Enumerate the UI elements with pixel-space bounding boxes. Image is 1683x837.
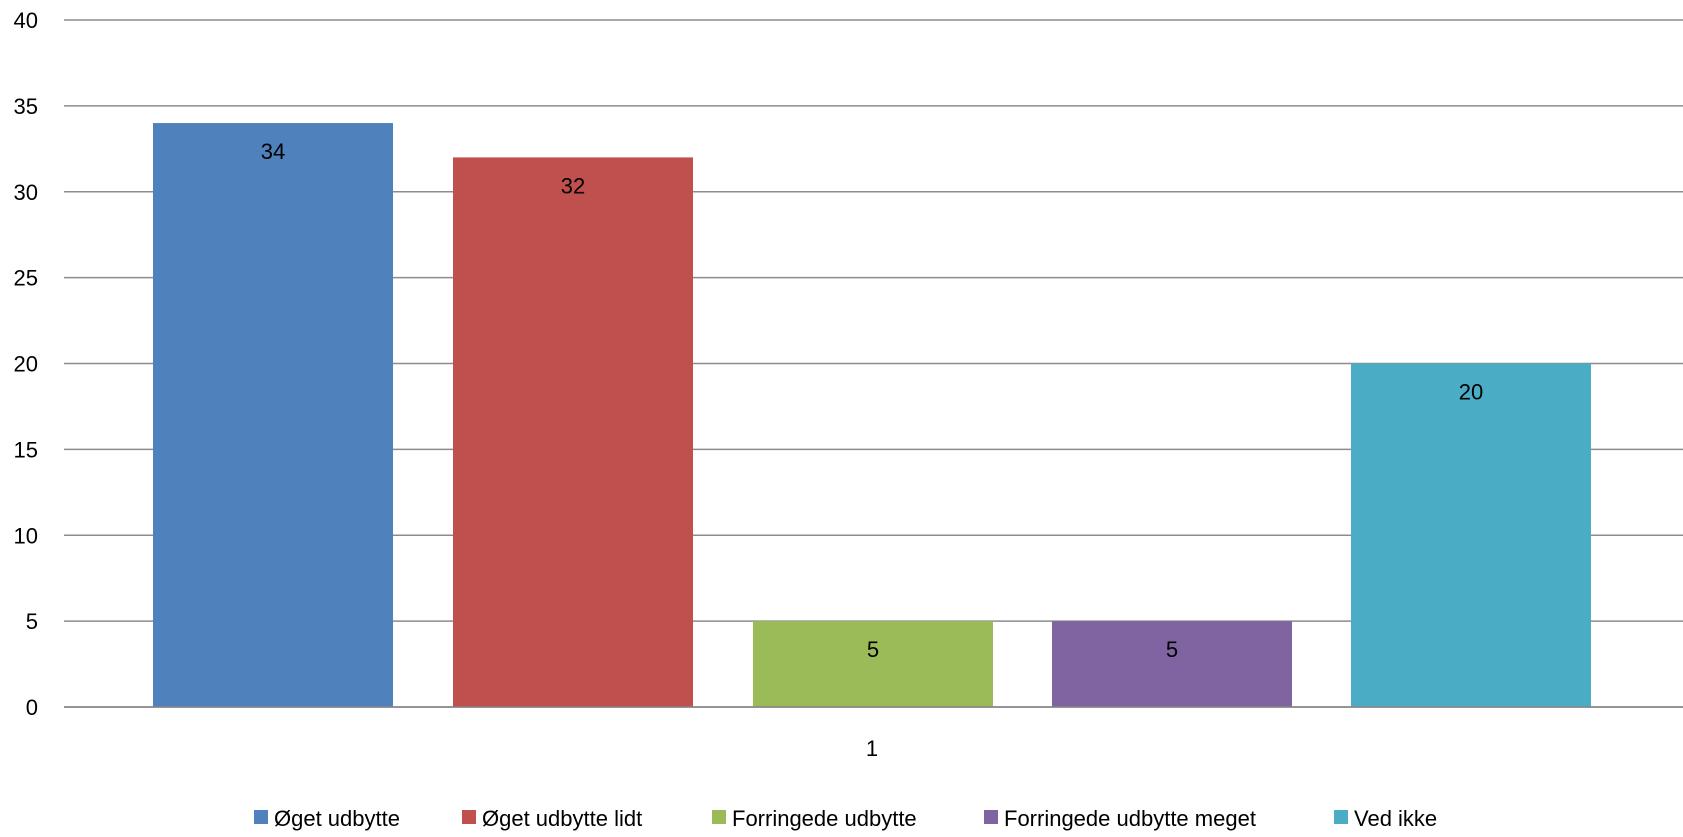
y-tick-label: 25 <box>14 266 38 291</box>
legend-swatch <box>712 810 726 824</box>
legend-item: Forringede udbytte meget <box>984 806 1256 831</box>
y-tick-label: 30 <box>14 180 38 205</box>
x-tick-label: 1 <box>866 736 878 761</box>
data-label: 20 <box>1459 380 1483 405</box>
y-tick-label: 0 <box>26 695 38 720</box>
y-tick-label: 20 <box>14 352 38 377</box>
y-tick-label: 5 <box>26 609 38 634</box>
legend-label: Ved ikke <box>1354 806 1437 831</box>
data-label: 5 <box>1166 637 1178 662</box>
legend-label: Forringede udbytte <box>732 806 917 831</box>
legend-label: Øget udbytte lidt <box>482 806 642 831</box>
legend-item: Ved ikke <box>1334 806 1437 831</box>
y-tick-label: 10 <box>14 523 38 548</box>
bar-2 <box>453 157 693 707</box>
bar-3 <box>753 621 993 707</box>
legend-label: Øget udbytte <box>274 806 400 831</box>
data-label: 32 <box>561 173 585 198</box>
y-tick-label: 40 <box>14 8 38 33</box>
legend-item: Øget udbytte lidt <box>462 806 642 831</box>
bar-4 <box>1052 621 1292 707</box>
legend-item: Forringede udbytte <box>712 806 917 831</box>
legend-swatch <box>462 810 476 824</box>
legend-item: Øget udbytte <box>254 806 400 831</box>
legend-label: Forringede udbytte meget <box>1004 806 1256 831</box>
bar-1 <box>153 123 393 708</box>
legend: Øget udbytte Øget udbytte lidt Forringede … <box>254 806 1437 831</box>
bars: 34 32 5 5 20 <box>153 123 1591 708</box>
y-tick-label: 15 <box>14 437 38 462</box>
legend-swatch <box>254 810 268 824</box>
axes: 0 5 10 15 20 25 30 35 40 1 <box>14 8 1683 761</box>
data-label: 34 <box>261 139 285 164</box>
legend-swatch <box>1334 810 1348 824</box>
data-label: 5 <box>867 637 879 662</box>
y-tick-label: 35 <box>14 94 38 119</box>
legend-swatch <box>984 810 998 824</box>
bar-5 <box>1351 363 1591 707</box>
